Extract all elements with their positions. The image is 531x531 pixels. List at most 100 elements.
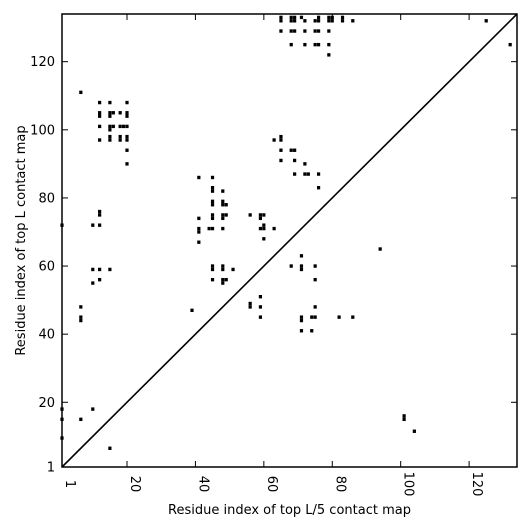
upper-contact-point-143	[340, 19, 345, 23]
x-axis-ticks: 1 20 40 60 80 100 120	[61, 14, 484, 497]
upper-contact-point-54	[210, 203, 215, 207]
upper-contact-point-42	[197, 240, 201, 244]
upper-contact-point-99	[289, 19, 293, 23]
upper-contact-point-77	[258, 305, 263, 309]
x-tick-label-2: 40	[195, 476, 210, 493]
lower-contact-point-3	[79, 417, 83, 422]
y-tick-label-3: 60	[38, 260, 55, 275]
upper-contact-point-65	[221, 213, 225, 217]
upper-contact-point-116	[303, 42, 307, 47]
upper-contact-point-50	[210, 264, 215, 268]
lower-contact-point-4	[91, 407, 95, 411]
upper-contact-point-48	[210, 277, 215, 282]
upper-contact-point-102	[293, 158, 297, 163]
upper-contact-point-108	[299, 318, 304, 323]
upper-contact-point-31	[118, 111, 122, 115]
upper-contact-point-133	[316, 19, 321, 23]
upper-contact-point-105	[293, 19, 297, 23]
upper-contact-point-70	[224, 213, 228, 217]
upper-contact-point-43	[197, 230, 201, 234]
upper-contact-point-6	[91, 267, 95, 272]
upper-contact-point-1	[79, 90, 83, 95]
upper-contact-point-60	[221, 277, 225, 282]
contact-points	[60, 15, 512, 450]
upper-contact-point-87	[272, 138, 276, 142]
upper-contact-point-37	[125, 124, 129, 129]
upper-contact-point-88	[279, 158, 283, 163]
upper-contact-point-126	[313, 42, 317, 47]
upper-contact-point-84	[262, 223, 266, 227]
upper-contact-point-56	[210, 189, 215, 193]
upper-contact-point-82	[262, 237, 266, 241]
upper-contact-point-63	[221, 226, 225, 231]
upper-contact-point-16	[98, 111, 102, 115]
upper-contact-point-57	[210, 186, 215, 190]
upper-contact-point-8	[98, 267, 102, 272]
upper-contact-point-135	[327, 53, 331, 57]
upper-contact-point-89	[279, 148, 283, 152]
upper-contact-point-145	[351, 315, 355, 319]
upper-contact-point-112	[299, 254, 304, 258]
upper-contact-point-90	[279, 138, 283, 142]
y-tick-label-5: 100	[30, 123, 55, 138]
upper-contact-point-107	[299, 329, 304, 333]
upper-contact-point-115	[303, 162, 307, 166]
upper-contact-point-125	[313, 264, 317, 268]
y-axis-label: Residue index of top L contact map	[14, 125, 29, 355]
upper-contact-point-27	[111, 111, 115, 115]
x-tick-label-0: 1	[62, 480, 77, 488]
upper-contact-point-128	[313, 19, 317, 23]
upper-contact-point-33	[125, 162, 129, 166]
upper-contact-point-51	[210, 226, 215, 231]
upper-contact-point-44	[197, 226, 201, 231]
upper-contact-point-29	[118, 134, 122, 139]
y-tick-label-1: 20	[38, 396, 55, 411]
upper-contact-point-64	[221, 216, 225, 221]
lower-contact-point-6	[378, 247, 382, 251]
upper-contact-point-97	[289, 42, 293, 47]
upper-contact-point-71	[224, 203, 228, 207]
upper-contact-point-2	[79, 305, 83, 309]
upper-contact-point-117	[303, 29, 307, 33]
upper-contact-point-52	[210, 216, 215, 221]
upper-contact-point-36	[125, 134, 129, 139]
upper-contact-point-3	[79, 315, 83, 319]
y-tick-label-2: 40	[38, 328, 55, 343]
upper-contact-point-91	[279, 134, 283, 139]
upper-contact-point-123	[313, 305, 317, 309]
y-tick-label-6: 120	[30, 55, 55, 70]
upper-contact-point-134	[316, 15, 321, 20]
upper-contact-point-92	[279, 29, 283, 33]
upper-contact-point-19	[108, 138, 112, 142]
upper-contact-point-127	[313, 29, 317, 33]
upper-contact-point-32	[121, 124, 126, 129]
upper-contact-point-74	[248, 301, 252, 306]
upper-contact-point-61	[221, 267, 225, 272]
upper-contact-point-136	[327, 42, 331, 47]
upper-contact-point-104	[293, 29, 297, 33]
upper-contact-point-55	[210, 199, 215, 204]
upper-contact-point-86	[272, 226, 276, 231]
lower-contact-point-11	[508, 42, 512, 47]
upper-contact-point-59	[221, 281, 225, 285]
upper-contact-point-101	[293, 172, 297, 176]
upper-contact-point-14	[98, 124, 102, 129]
upper-contact-point-75	[248, 213, 252, 217]
upper-contact-point-114	[303, 172, 307, 176]
upper-contact-point-80	[258, 216, 263, 221]
x-tick-label-1: 20	[127, 476, 142, 493]
upper-contact-point-4	[79, 318, 83, 323]
upper-contact-point-120	[310, 329, 314, 333]
diagonal-line	[61, 13, 518, 468]
upper-contact-point-12	[98, 209, 102, 214]
upper-contact-point-81	[258, 213, 263, 217]
upper-contact-point-139	[327, 15, 331, 20]
upper-contact-point-130	[316, 172, 321, 176]
upper-contact-point-20	[108, 134, 112, 139]
upper-contact-point-79	[258, 226, 263, 231]
x-tick-label-5: 100	[401, 472, 416, 497]
upper-contact-point-26	[111, 124, 115, 129]
upper-contact-point-118	[303, 19, 307, 23]
